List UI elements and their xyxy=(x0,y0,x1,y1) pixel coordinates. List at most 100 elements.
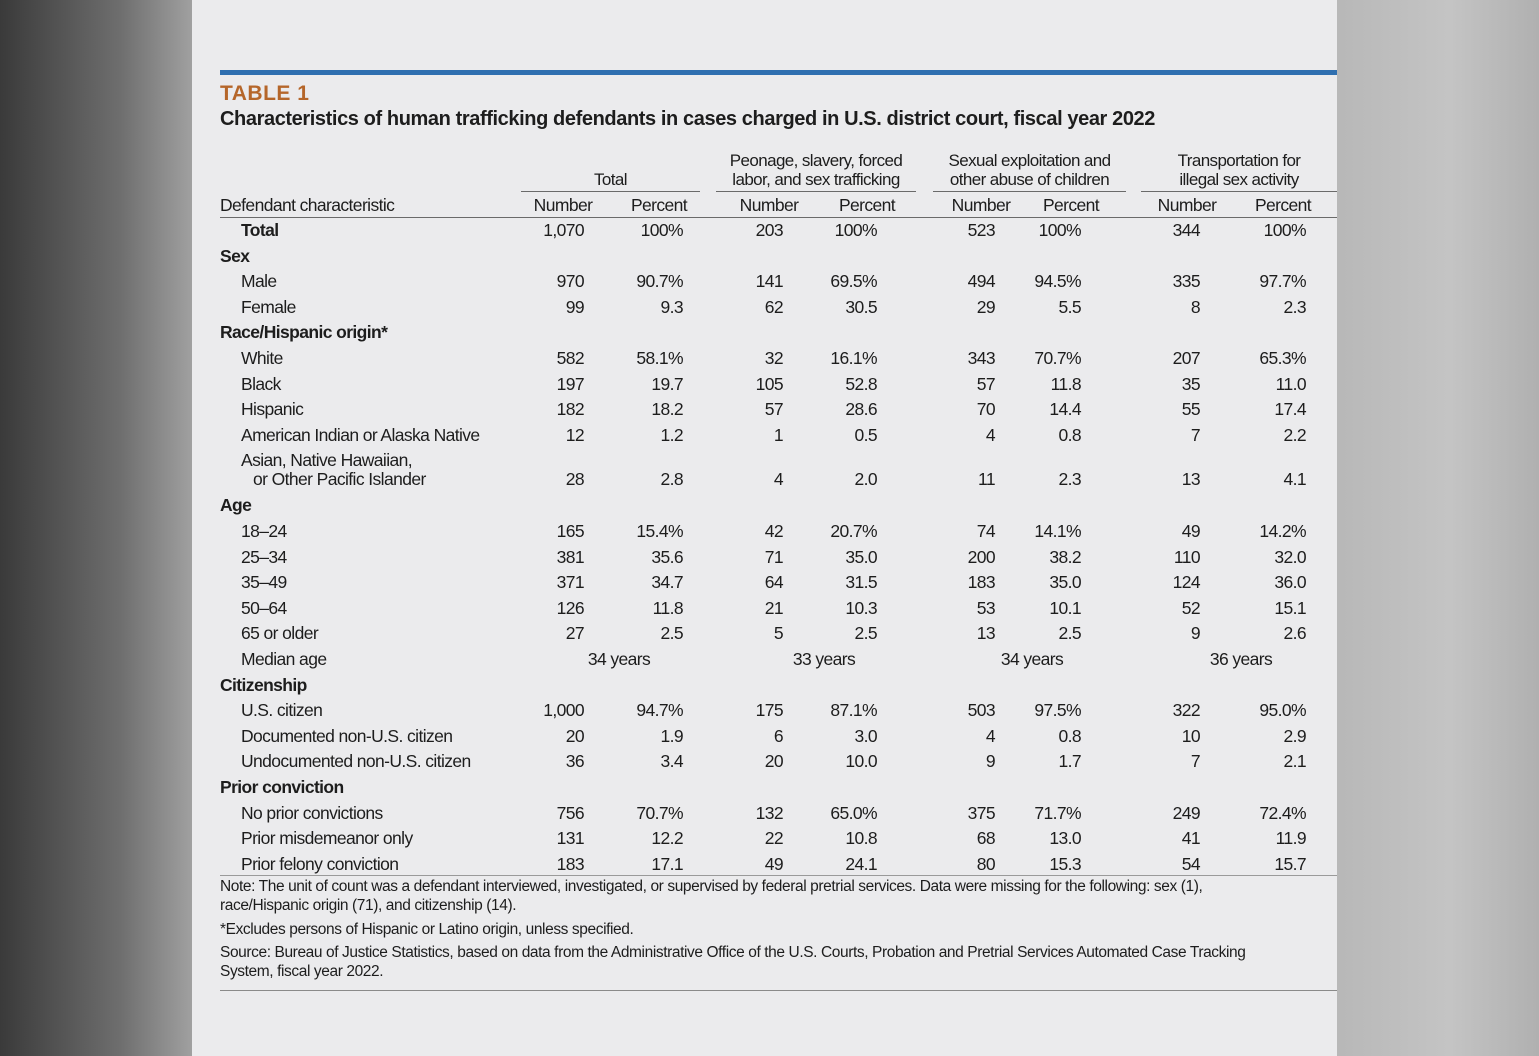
number-cell: 1,070 xyxy=(543,220,584,240)
document-page xyxy=(192,0,1337,1056)
row-label-continued: or Other Pacific Islander xyxy=(253,469,426,490)
notes-rule xyxy=(220,875,1337,876)
number-cell: 36 xyxy=(565,751,585,772)
number-cell: 175 xyxy=(755,700,784,721)
percent-cell: 20.7% xyxy=(830,521,877,541)
row-label: Undocumented non-U.S. citizen xyxy=(241,751,471,772)
row-label: No prior convictions xyxy=(241,802,383,823)
percent-column-header: Percent xyxy=(1042,195,1100,215)
number-cell: 35 xyxy=(1181,373,1201,394)
percent-cell: 2.2 xyxy=(1283,424,1306,445)
percent-cell: 31.5 xyxy=(845,572,877,593)
percent-cell: 24.1 xyxy=(845,853,877,874)
column-group-header: labor, and sex trafficking xyxy=(732,170,900,189)
percent-cell: 14.2% xyxy=(1259,521,1306,541)
percent-cell: 13.0 xyxy=(1049,828,1081,849)
percent-cell: 100% xyxy=(1038,220,1082,240)
row-label: Prior conviction xyxy=(220,777,344,797)
row-label: Prior felony conviction xyxy=(241,853,399,874)
row-label: U.S. citizen xyxy=(241,700,323,721)
number-cell: 200 xyxy=(967,546,996,567)
percent-cell: 35.6 xyxy=(651,546,683,567)
row-label: White xyxy=(241,348,283,368)
number-cell: 970 xyxy=(556,271,585,292)
number-cell: 64 xyxy=(764,572,784,593)
row-label: Male xyxy=(241,271,277,292)
row-label: Female xyxy=(241,296,296,317)
number-cell: 5 xyxy=(773,623,784,644)
table-title: Characteristics of human trafficking def… xyxy=(220,108,1155,130)
percent-cell: 2.5 xyxy=(854,623,877,644)
number-cell: 523 xyxy=(967,220,996,240)
percent-cell: 14.4 xyxy=(1049,399,1081,420)
percent-cell: 11.0 xyxy=(1275,373,1307,394)
number-cell: 42 xyxy=(764,521,784,541)
number-cell: 183 xyxy=(967,572,996,593)
percent-cell: 2.5 xyxy=(660,623,683,644)
number-cell: 375 xyxy=(967,802,996,823)
number-cell: 494 xyxy=(967,271,996,292)
number-cell: 71 xyxy=(764,546,784,567)
percent-cell: 2.9 xyxy=(1283,725,1306,746)
number-cell: 6 xyxy=(773,725,784,746)
group-underline xyxy=(933,191,1126,192)
percent-cell: 15.3 xyxy=(1049,853,1081,874)
source-text: Source: Bureau of Justice Statistics, ba… xyxy=(220,944,1246,961)
number-cell: 381 xyxy=(556,546,585,567)
number-cell: 141 xyxy=(755,271,784,292)
percent-cell: 2.5 xyxy=(1058,623,1081,644)
percent-cell: 10.0 xyxy=(845,751,877,772)
row-label: Documented non-U.S. citizen xyxy=(241,725,453,746)
percent-cell: 58.1% xyxy=(636,348,683,368)
percent-cell: 72.4% xyxy=(1259,802,1306,823)
number-cell: 12 xyxy=(565,424,585,445)
percent-cell: 1.2 xyxy=(660,424,683,445)
number-cell: 8 xyxy=(1190,296,1201,317)
percent-cell: 100% xyxy=(834,220,878,240)
number-cell: 105 xyxy=(755,373,784,394)
number-cell: 582 xyxy=(556,348,585,368)
number-cell: 132 xyxy=(755,802,784,823)
row-label: American Indian or Alaska Native xyxy=(241,424,480,445)
row-label-header: Defendant characteristic xyxy=(220,195,395,215)
percent-cell: 87.1% xyxy=(830,700,877,721)
percent-cell: 11.8 xyxy=(1050,373,1082,394)
percent-cell: 35.0 xyxy=(845,546,877,567)
number-column-header: Number xyxy=(951,195,1011,215)
median-age-cell: 36 years xyxy=(1209,649,1273,669)
number-cell: 22 xyxy=(764,828,784,849)
number-cell: 1 xyxy=(773,424,784,445)
row-label: 35–49 xyxy=(241,572,287,593)
number-cell: 4 xyxy=(985,424,996,445)
number-cell: 41 xyxy=(1181,828,1201,849)
row-label: Prior misdemeanor only xyxy=(241,828,413,849)
number-cell: 32 xyxy=(764,348,784,368)
median-age-cell: 34 years xyxy=(1000,649,1064,669)
percent-cell: 34.7 xyxy=(651,572,683,593)
percent-cell: 18.2 xyxy=(651,399,683,420)
row-label: Age xyxy=(220,495,252,516)
row-label: Hispanic xyxy=(241,399,304,420)
number-cell: 52 xyxy=(1181,597,1201,618)
number-cell: 28 xyxy=(565,469,585,490)
row-label: 25–34 xyxy=(241,546,287,567)
percent-cell: 90.7% xyxy=(636,271,683,292)
number-cell: 344 xyxy=(1172,220,1201,240)
percent-cell: 2.8 xyxy=(660,469,683,490)
footnote-text: *Excludes persons of Hispanic or Latino … xyxy=(220,921,634,938)
number-cell: 4 xyxy=(985,725,996,746)
group-underline xyxy=(521,191,700,192)
accent-rule xyxy=(220,70,1337,75)
percent-cell: 70.7% xyxy=(1034,348,1081,368)
number-cell: 11 xyxy=(978,469,996,490)
column-group-header: illegal sex activity xyxy=(1179,170,1299,189)
number-cell: 49 xyxy=(764,853,784,874)
number-cell: 1,000 xyxy=(543,700,584,721)
percent-cell: 12.2 xyxy=(651,828,683,849)
bottom-rule xyxy=(220,990,1337,991)
number-cell: 7 xyxy=(1190,424,1201,445)
number-cell: 68 xyxy=(976,828,996,849)
percent-cell: 15.1 xyxy=(1274,597,1306,618)
number-cell: 4 xyxy=(773,469,784,490)
number-cell: 126 xyxy=(556,597,585,618)
